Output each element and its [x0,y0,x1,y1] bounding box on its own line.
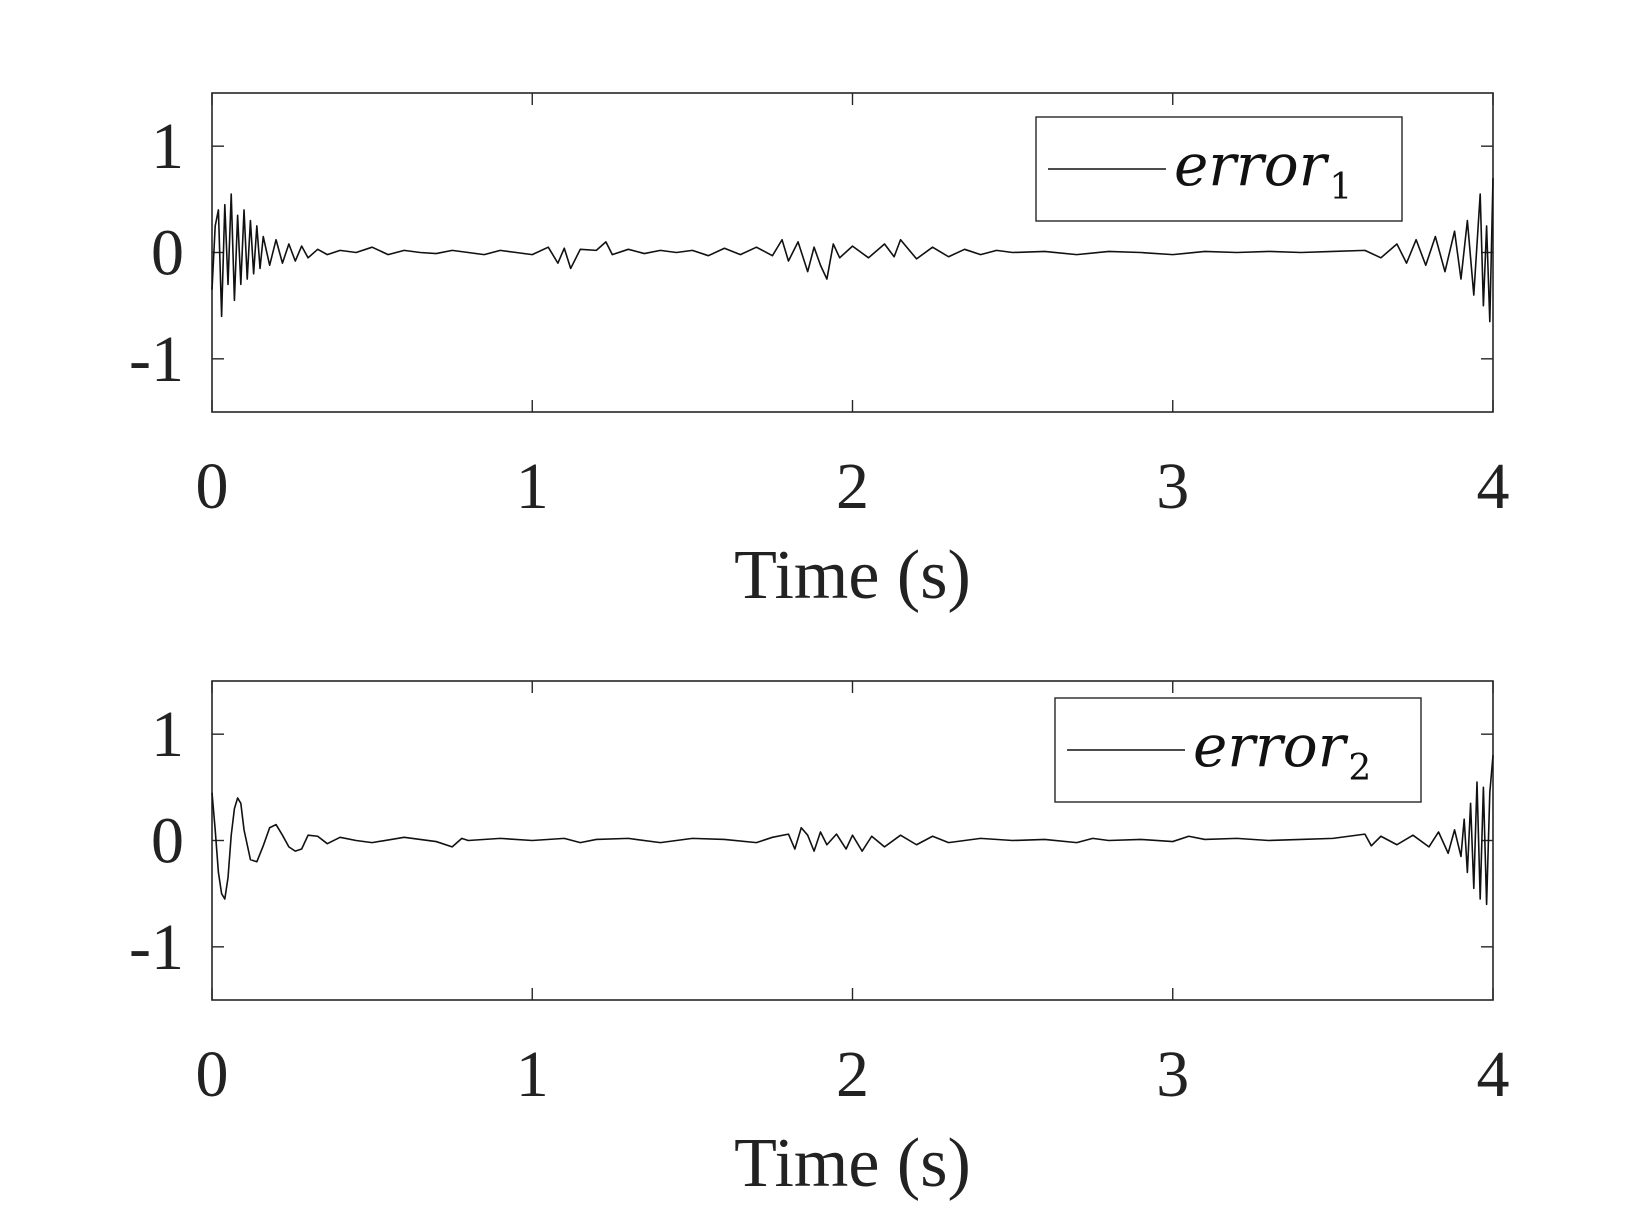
series-line-error2 [211,755,1494,906]
legend-entry-label: error1 [1174,131,1352,208]
y-tick-label: 1 [151,698,184,771]
y-tick-label: -1 [129,911,184,984]
y-tick-label: 0 [151,805,184,878]
x-tick-label: 1 [516,1038,549,1111]
x-tick-label: 2 [836,1038,869,1111]
legend-entry-name: error [1193,712,1349,780]
x-tick-label: 4 [1477,1038,1510,1111]
y-tick-label: 0 [151,217,184,290]
legend-entry-name: error [1174,131,1330,199]
x-tick-label: 2 [836,450,869,523]
x-tick-label: 3 [1156,450,1189,523]
legend-entry-label: error2 [1193,712,1371,789]
legend: error2 [1054,697,1422,803]
x-tick-label: 0 [196,1038,229,1111]
series-line-error1 [211,178,1494,323]
legend-entry-subscript: 2 [1348,748,1371,789]
x-tick-label: 4 [1477,450,1510,523]
x-tick-label: 0 [196,450,229,523]
x-axis-title: Time (s) [734,537,971,614]
x-axis-title: Time (s) [734,1125,971,1202]
legend: error1 [1035,116,1403,222]
y-tick-label: 1 [151,110,184,183]
x-tick-label: 1 [516,450,549,523]
y-tick-label: -1 [129,323,184,396]
legend-entry-subscript: 1 [1329,167,1352,208]
x-tick-label: 3 [1156,1038,1189,1111]
